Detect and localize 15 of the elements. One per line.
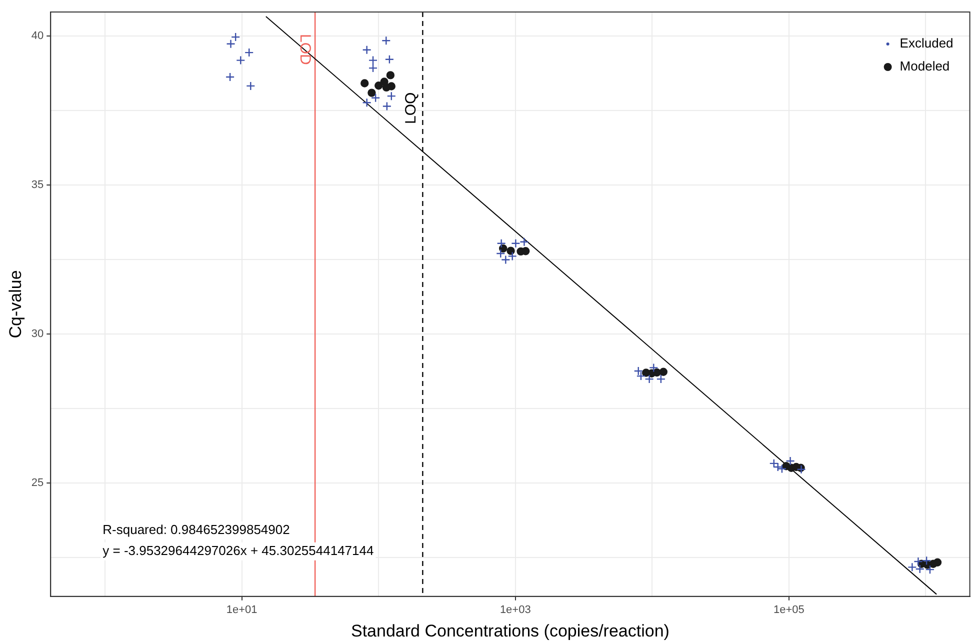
y-tick-label: 40 [31, 30, 44, 42]
x-tick-label: 1e+05 [773, 604, 804, 616]
annotation: R-squared: 0.984652399854902 [102, 522, 290, 537]
x-tick-label: 1e+03 [500, 604, 531, 616]
x-axis-title: Standard Concentrations (copies/reaction) [350, 621, 670, 640]
y-tick-label: 30 [31, 328, 44, 340]
y-axis-title: Cq-value [6, 270, 25, 338]
annotation: y = -3.95329644297026x + 45.3025544147144 [102, 542, 374, 558]
y-tick-label: 35 [31, 178, 44, 191]
legend-label: Modeled [900, 58, 950, 74]
y-tick-label: 25 [31, 477, 44, 490]
ref-line-label: LOD [296, 34, 314, 66]
legend-label: Excluded [900, 36, 954, 51]
ref-line-label: LOQ [402, 92, 420, 124]
x-tick-label: 1e+01 [226, 604, 258, 616]
